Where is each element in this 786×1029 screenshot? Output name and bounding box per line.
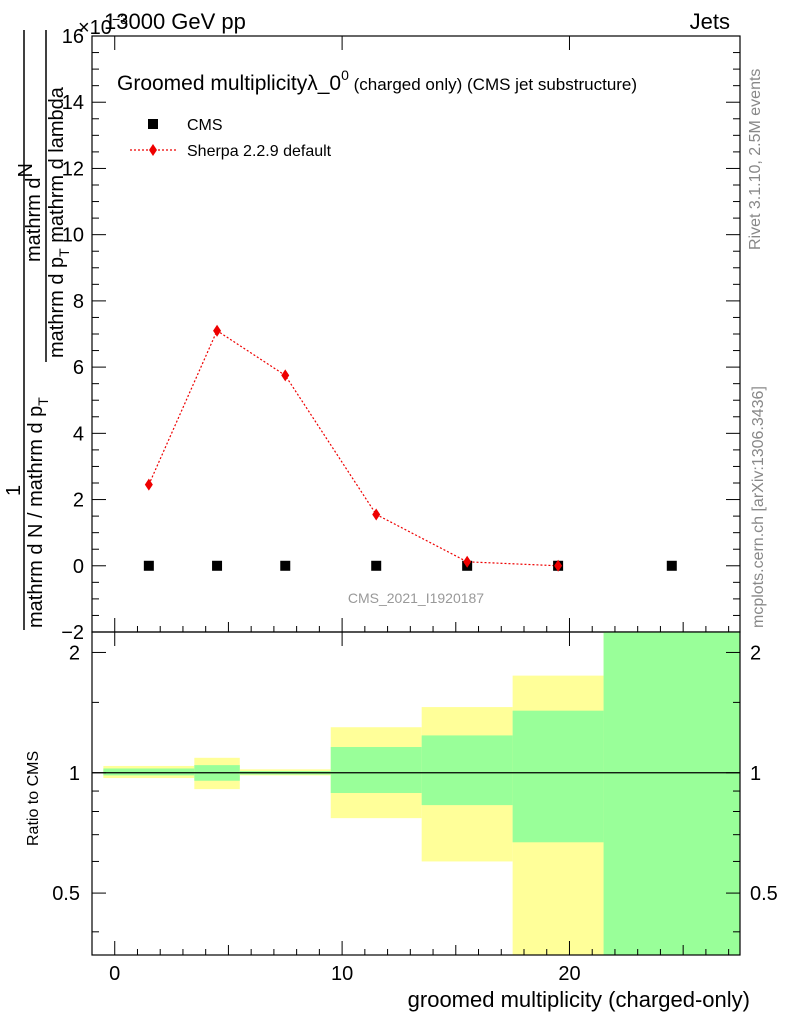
sherpa-point [372,508,381,521]
plot-title-main: Groomed multiplicity [117,72,308,95]
cms-point [280,560,291,571]
rivet-label: Rivet 3.1.10, 2.5M events [747,69,764,250]
ylabel-prefactor-one: 1 [3,485,25,496]
ratio-plot-frame [91,631,741,956]
ylabel-den-lambda: mathrm d lambda [46,86,68,248]
plot-title-lambda: λ_0 [307,72,341,95]
cms-point [143,560,154,571]
legend-label-cms: CMS [187,117,223,134]
cms-point [666,560,677,571]
sherpa-point [281,369,290,382]
ylabel-fraction-denominator: mathrm d pT mathrm d lambda [46,86,72,358]
y-tick-label: 12 [62,158,84,180]
ratio-band-stat [512,710,604,843]
main-plot-marks [143,324,677,572]
plot-title-rest: (charged only) (CMS jet substructure) [349,75,637,94]
ratio-plot: 0.5 0.51 12 20 10 20 Ratio to CMS groomed mul… [25,622,778,1012]
ylabel-den-sub: T [56,248,72,257]
ylabel-num-d: mathrm d [23,178,45,262]
process-label: Jets [690,9,730,34]
ratio-band-stat [603,632,740,955]
ylabel-den-d: mathrm d p [46,257,68,358]
ratio-y-tick-label: 2 [69,642,80,664]
cms-point [371,560,382,571]
x-tick-label: 0 [109,963,120,985]
energy-label: 13000 GeV pp [104,9,246,34]
mcplots-label: mcplots.cern.ch [arXiv:1306.3436] [750,386,767,628]
sherpa-point [463,555,472,568]
y-tick-label: −2 [61,622,84,644]
ylabel-pre-den: mathrm d N / mathrm d p [25,406,47,628]
ratio-band-stat [330,747,422,793]
y-tick-label: 4 [73,423,84,445]
sherpa-point [554,559,563,572]
y-tick-label: 8 [73,291,84,313]
main-y-axis-label: mathrm dN mathrm d pT mathrm d lambda 1 … [3,30,72,630]
ylabel-prefactor-denominator: mathrm d N / mathrm d pT [25,397,51,628]
ylabel-pre-den-sub: T [35,397,51,406]
y-tick-label: 16 [62,26,84,48]
ratio-y-tick-label-right: 0.5 [750,883,778,905]
ratio-band-stat [421,735,513,806]
legend: CMS Sherpa 2.2.9 default [130,117,332,160]
ratio-band-stat [103,768,195,776]
x-tick-label: 10 [331,963,353,985]
plot-title-lambda-sup: 0 [341,67,349,83]
y-tick-label: 2 [73,490,84,512]
x-tick-label: 20 [558,963,580,985]
y-tick-label: 14 [62,92,84,114]
sherpa-point [144,478,153,491]
ratio-y-tick-label-right: 2 [750,642,761,664]
sherpa-point [213,324,222,337]
analysis-watermark: CMS_2021_I1920187 [348,590,484,606]
ratio-y-tick-label-right: 1 [750,763,761,785]
legend-label-sherpa: Sherpa 2.2.9 default [187,143,332,160]
legend-marker-sherpa [149,144,157,156]
ylabel-num-n: N [15,163,37,177]
ratio-y-axis-label: Ratio to CMS [25,751,42,846]
sherpa-line [148,329,559,567]
ylabel-fraction-numerator: mathrm dN [15,163,45,262]
ratio-y-tick-label: 0.5 [52,883,80,905]
y-tick-label: 6 [73,357,84,379]
legend-marker-cms [148,119,158,129]
multiplier-label: ×10−3 [78,11,128,39]
cms-point [212,560,223,571]
multiplier-exponent: −3 [112,11,128,27]
ratio-y-tick-label: 1 [69,763,80,785]
ratio-bands [92,632,740,955]
y-tick-label: 10 [62,225,84,247]
main-plot-ticks: −2 0 2 4 6 8 10 12 14 16 [61,26,740,644]
x-axis-label: groomed multiplicity (charged-only) [408,987,750,1012]
multiplier-base: ×10 [78,17,112,39]
plot-title: Groomed multiplicityλ_00 (charged only) … [117,67,637,95]
y-tick-label: 0 [73,556,84,578]
ratio-ticks: 0.5 0.51 12 20 10 20 [52,622,778,985]
